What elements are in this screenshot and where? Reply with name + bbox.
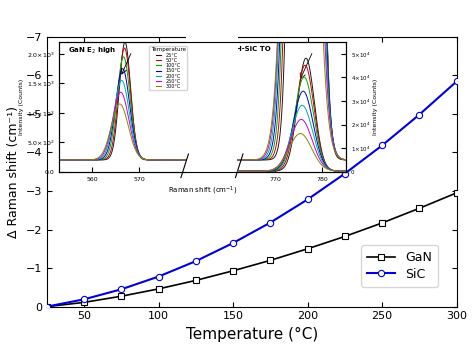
GaN — [417, 206, 422, 210]
GaN — [230, 269, 236, 273]
SiC — [118, 287, 124, 291]
GaN — [305, 247, 310, 251]
Line: GaN: GaN — [44, 190, 460, 310]
SiC — [342, 171, 347, 176]
GaN — [118, 294, 124, 298]
SiC — [230, 241, 236, 245]
GaN — [379, 221, 385, 225]
X-axis label: Temperature (°C): Temperature (°C) — [186, 327, 318, 342]
SiC — [305, 197, 310, 201]
Y-axis label: Δ Raman shift (cm⁻¹): Δ Raman shift (cm⁻¹) — [7, 106, 20, 238]
GaN — [156, 287, 162, 291]
GaN — [81, 300, 87, 304]
SiC — [156, 274, 162, 279]
SiC — [417, 112, 422, 117]
GaN — [267, 258, 273, 262]
GaN — [193, 278, 199, 282]
Y-axis label: Intensity (Counts): Intensity (Counts) — [373, 79, 378, 135]
SiC — [44, 305, 50, 309]
SiC — [454, 79, 459, 83]
SiC — [267, 221, 273, 225]
SiC — [193, 259, 199, 263]
Legend: GaN, SiC: GaN, SiC — [361, 245, 438, 287]
SiC — [81, 297, 87, 302]
GaN — [342, 235, 347, 239]
Line: SiC: SiC — [44, 78, 460, 310]
GaN — [44, 305, 50, 309]
SiC — [379, 143, 385, 148]
GaN — [454, 191, 459, 195]
